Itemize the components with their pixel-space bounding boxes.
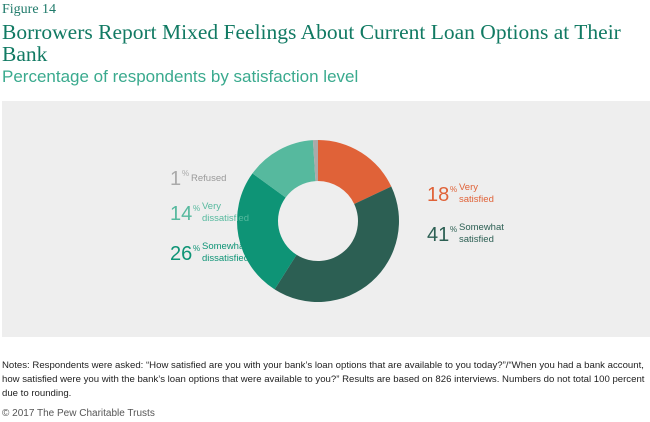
value-very-satisfied: 18 <box>427 184 449 206</box>
slice-somewhat-dissatisfied <box>236 173 297 290</box>
figure-label: Figure 14 <box>2 2 57 17</box>
unit-refused: % <box>182 169 189 178</box>
chart-notes: Notes: Respondents were asked: “How sati… <box>2 360 645 399</box>
slice-very-dissatisfied <box>252 140 316 198</box>
value-refused: 1 <box>170 168 181 190</box>
label-text-somewhat-satisfied-0: Somewhat <box>459 222 504 233</box>
label-refused: 1% Refused <box>170 168 226 190</box>
label-text-very-dissatisfied-0: Very <box>202 201 221 212</box>
slice-somewhat-satisfied <box>274 186 400 303</box>
unit-somewhat-satisfied: % <box>450 225 457 234</box>
value-somewhat-dissatisfied: 26 <box>170 243 192 265</box>
chart-panel: 18% Very satisfied 41% Somewhat satisfied 26% S… <box>2 101 650 337</box>
chart-title: Borrowers Report Mixed Feelings About Cu… <box>2 20 621 66</box>
label-text-very-dissatisfied-1: dissatisfied <box>202 213 249 224</box>
label-text-somewhat-dissatisfied-1: dissatisfied <box>202 253 249 264</box>
label-text-very-satisfied-1: satisfied <box>459 194 494 205</box>
label-text-somewhat-satisfied-1: satisfied <box>459 234 494 245</box>
label-text-very-satisfied-0: Very <box>459 182 478 193</box>
chart-subtitle: Percentage of respondents by satisfactio… <box>2 67 359 86</box>
value-somewhat-satisfied: 41 <box>427 224 449 246</box>
unit-somewhat-dissatisfied: % <box>193 244 200 253</box>
slice-refused <box>312 140 318 182</box>
unit-very-dissatisfied: % <box>193 204 200 213</box>
unit-very-satisfied: % <box>450 185 457 194</box>
label-text-somewhat-dissatisfied-0: Somewhat <box>202 241 247 252</box>
label-text-refused-0: Refused <box>191 173 226 184</box>
value-very-dissatisfied: 14 <box>170 203 192 225</box>
slice-very-satisfied <box>318 140 392 204</box>
copyright: © 2017 The Pew Charitable Trusts <box>2 408 155 419</box>
